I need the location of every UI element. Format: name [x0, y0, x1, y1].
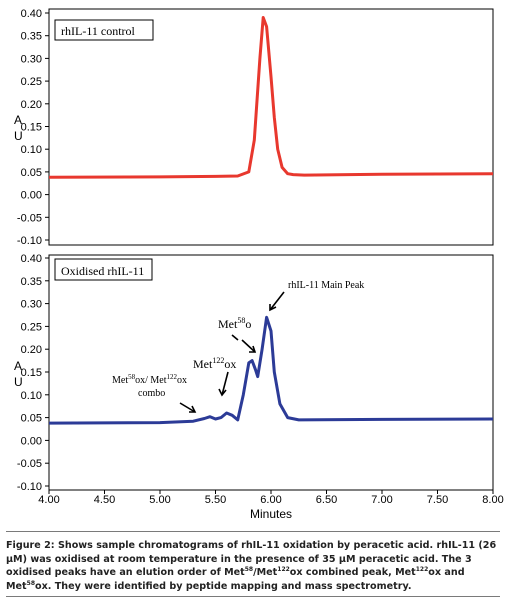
y-tick-label-oxidised: 0.00 [21, 435, 42, 447]
arrow-met122 [221, 371, 229, 396]
caption-top-rule [6, 531, 500, 532]
main-peak-annotation: rhIL-11 Main Peak [288, 280, 364, 291]
panel-oxidised: 0.40 0.35 0.30 0.25 0.20 0.15 0.10 0.05 0.00 -0.0… [14, 253, 504, 521]
y-tick-label-oxidised: 0.15 [21, 367, 42, 379]
met58-annotation: Met58o [218, 316, 251, 331]
y-ticks-oxidised: 0.40 0.35 0.30 0.25 0.20 0.15 0.10 0.05 0.00 -0.0… [17, 253, 49, 493]
y-tick-label-oxidised: -0.10 [17, 481, 42, 493]
x-tick-label: 7.00 [371, 494, 392, 506]
y-tick-label-oxidised: -0.05 [17, 458, 42, 470]
x-tick-label: 8.00 [482, 494, 503, 506]
y-tick-label-control: 0.30 [21, 53, 42, 65]
arrow-met122-head [218, 388, 227, 397]
legend-label-oxidised: Oxidised rhIL-11 [61, 264, 144, 278]
x-axis-label: Minutes [250, 507, 292, 521]
x-tick-label: 5.00 [149, 494, 170, 506]
arrow-main-peak [269, 291, 285, 311]
x-tick-label: 6.00 [260, 494, 281, 506]
arrow-met58-head [249, 345, 257, 353]
figure-caption: Figure 2: Shows sample chromatograms of … [6, 540, 497, 592]
y-axis-label-control-u: U [14, 129, 23, 143]
x-tick-label: 4.50 [94, 494, 115, 506]
arrow-combo [179, 402, 196, 413]
y-tick-label-control: 0.20 [21, 99, 42, 111]
panel-control: 0.40 0.35 0.30 0.25 0.20 0.15 0.10 0.05 0.00 -0.0… [14, 8, 494, 247]
caption-bottom-rule [6, 596, 500, 597]
y-tick-label-control: -0.10 [17, 235, 42, 247]
y-tick-label-control: -0.05 [17, 212, 42, 224]
y-tick-label-control: 0.25 [21, 76, 42, 88]
combo-annotation: Met58ox/ Met122ox [112, 373, 187, 386]
y-tick-label-control: 0.00 [21, 190, 42, 202]
y-tick-label-control: 0.05 [21, 167, 42, 179]
plot-frame-control [48, 8, 494, 246]
arrow-met58-tick [231, 334, 239, 341]
combo-annotation-line2: combo [138, 388, 165, 399]
y-tick-label-control: 0.10 [21, 144, 42, 156]
y-tick-label-control: 0.15 [21, 122, 42, 134]
y-tick-label-oxidised: 0.10 [21, 390, 42, 402]
y-tick-label-oxidised: 0.30 [21, 299, 42, 311]
x-ticks: 4.00 4.50 5.00 5.50 6.00 6.50 7.00 7.50 8.00 [38, 490, 504, 506]
y-axis-label-oxidised-u: U [14, 375, 23, 389]
x-tick-label: 4.00 [38, 494, 59, 506]
y-axis-label-oxidised-a: A [14, 359, 22, 373]
arrow-met58 [241, 339, 256, 353]
y-tick-label-oxidised: 0.20 [21, 344, 42, 356]
oxidised-trace [48, 315, 494, 425]
y-tick-label-control: 0.40 [21, 8, 42, 20]
x-tick-label: 6.50 [316, 494, 337, 506]
y-tick-label-oxidised: 0.35 [21, 276, 42, 288]
plot-frame-oxidised [48, 254, 494, 491]
legend-box-oxidised [54, 258, 153, 281]
met122-annotation: Met122ox [193, 356, 236, 371]
chromatogram-figure: 0.40 0.35 0.30 0.25 0.20 0.15 0.10 0.05 0.00 -0.0… [14, 8, 504, 521]
arrow-combo-head [189, 405, 197, 413]
x-tick-label: 5.50 [205, 494, 226, 506]
legend-box-control [54, 19, 154, 41]
arrow-main-peak-head [269, 304, 277, 312]
annotation-arrows [179, 291, 285, 413]
control-trace [48, 16, 494, 179]
y-tick-label-oxidised: 0.05 [21, 413, 42, 425]
legend-label-control: rhIL-11 control [61, 24, 136, 38]
y-tick-label-oxidised: 0.40 [21, 253, 42, 265]
x-tick-label: 7.50 [427, 494, 448, 506]
y-ticks-control: 0.40 0.35 0.30 0.25 0.20 0.15 0.10 0.05 0.00 -0.0… [17, 8, 49, 247]
y-axis-label-control-a: A [14, 113, 22, 127]
y-tick-label-control: 0.35 [21, 31, 42, 43]
y-tick-label-oxidised: 0.25 [21, 321, 42, 333]
